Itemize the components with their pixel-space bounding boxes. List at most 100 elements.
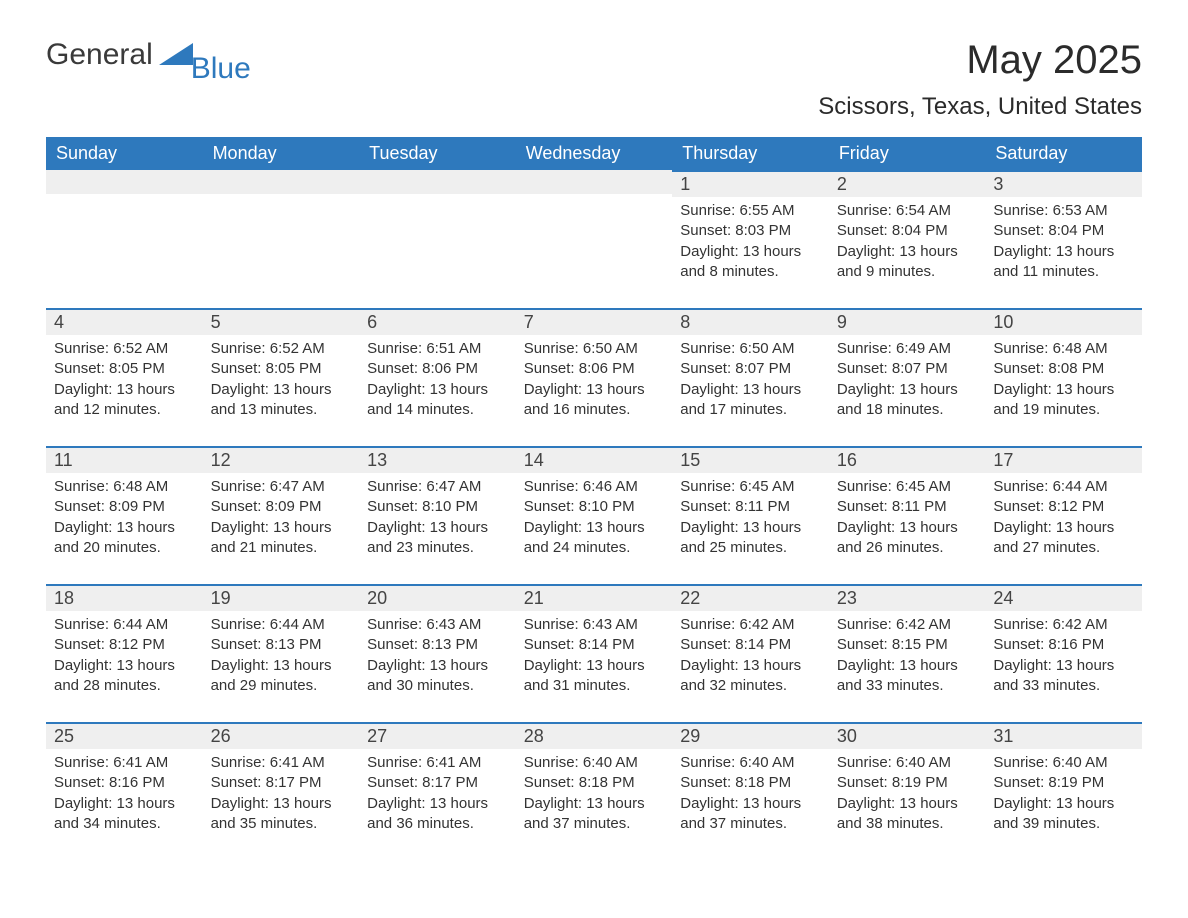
- daylight-text: Daylight: 13 hours and 16 minutes.: [524, 380, 665, 421]
- sunrise-text: Sunrise: 6:41 AM: [54, 753, 195, 773]
- sunset-text: Sunset: 8:06 PM: [367, 359, 508, 379]
- daylight-text: Daylight: 13 hours and 27 minutes.: [993, 518, 1134, 559]
- day-number: 23: [829, 584, 986, 611]
- sunset-text: Sunset: 8:05 PM: [211, 359, 352, 379]
- weekday-header: Monday: [203, 137, 360, 170]
- daylight-text: Daylight: 13 hours and 39 minutes.: [993, 794, 1134, 835]
- calendar-cell: [46, 170, 203, 308]
- day-details: Sunrise: 6:46 AMSunset: 8:10 PMDaylight:…: [516, 473, 673, 558]
- daylight-text: Daylight: 13 hours and 24 minutes.: [524, 518, 665, 559]
- sunset-text: Sunset: 8:18 PM: [680, 773, 821, 793]
- calendar-cell: 3Sunrise: 6:53 AMSunset: 8:04 PMDaylight…: [985, 170, 1142, 308]
- sunrise-text: Sunrise: 6:46 AM: [524, 477, 665, 497]
- logo-word-1: General: [46, 38, 153, 72]
- day-number: 28: [516, 722, 673, 749]
- day-number: 11: [46, 446, 203, 473]
- logo-word-2: Blue: [191, 52, 251, 86]
- day-details: Sunrise: 6:44 AMSunset: 8:13 PMDaylight:…: [203, 611, 360, 696]
- sunset-text: Sunset: 8:11 PM: [680, 497, 821, 517]
- calendar-cell: 28Sunrise: 6:40 AMSunset: 8:18 PMDayligh…: [516, 722, 673, 860]
- logo-triangle-icon: [159, 43, 193, 70]
- sunset-text: Sunset: 8:16 PM: [54, 773, 195, 793]
- day-details: Sunrise: 6:42 AMSunset: 8:16 PMDaylight:…: [985, 611, 1142, 696]
- daylight-text: Daylight: 13 hours and 20 minutes.: [54, 518, 195, 559]
- day-number: 26: [203, 722, 360, 749]
- sunset-text: Sunset: 8:12 PM: [54, 635, 195, 655]
- calendar-cell: 24Sunrise: 6:42 AMSunset: 8:16 PMDayligh…: [985, 584, 1142, 722]
- calendar-cell: 22Sunrise: 6:42 AMSunset: 8:14 PMDayligh…: [672, 584, 829, 722]
- calendar-week-row: 18Sunrise: 6:44 AMSunset: 8:12 PMDayligh…: [46, 584, 1142, 722]
- sunrise-text: Sunrise: 6:50 AM: [524, 339, 665, 359]
- daylight-text: Daylight: 13 hours and 21 minutes.: [211, 518, 352, 559]
- sunrise-text: Sunrise: 6:41 AM: [211, 753, 352, 773]
- sunset-text: Sunset: 8:06 PM: [524, 359, 665, 379]
- sunrise-text: Sunrise: 6:45 AM: [837, 477, 978, 497]
- sunrise-text: Sunrise: 6:43 AM: [367, 615, 508, 635]
- calendar-cell: 12Sunrise: 6:47 AMSunset: 8:09 PMDayligh…: [203, 446, 360, 584]
- sunrise-text: Sunrise: 6:49 AM: [837, 339, 978, 359]
- day-details: Sunrise: 6:51 AMSunset: 8:06 PMDaylight:…: [359, 335, 516, 420]
- calendar-cell: 8Sunrise: 6:50 AMSunset: 8:07 PMDaylight…: [672, 308, 829, 446]
- day-number: 24: [985, 584, 1142, 611]
- day-details: Sunrise: 6:42 AMSunset: 8:15 PMDaylight:…: [829, 611, 986, 696]
- day-number: 5: [203, 308, 360, 335]
- calendar-cell: 1Sunrise: 6:55 AMSunset: 8:03 PMDaylight…: [672, 170, 829, 308]
- sunrise-text: Sunrise: 6:54 AM: [837, 201, 978, 221]
- sunset-text: Sunset: 8:18 PM: [524, 773, 665, 793]
- day-details: Sunrise: 6:50 AMSunset: 8:06 PMDaylight:…: [516, 335, 673, 420]
- sunset-text: Sunset: 8:14 PM: [680, 635, 821, 655]
- day-details: Sunrise: 6:45 AMSunset: 8:11 PMDaylight:…: [829, 473, 986, 558]
- calendar-cell: 4Sunrise: 6:52 AMSunset: 8:05 PMDaylight…: [46, 308, 203, 446]
- sunrise-text: Sunrise: 6:51 AM: [367, 339, 508, 359]
- day-number: 9: [829, 308, 986, 335]
- daylight-text: Daylight: 13 hours and 34 minutes.: [54, 794, 195, 835]
- day-number: 8: [672, 308, 829, 335]
- day-details: Sunrise: 6:55 AMSunset: 8:03 PMDaylight:…: [672, 197, 829, 282]
- weekday-header: Thursday: [672, 137, 829, 170]
- calendar-cell: 14Sunrise: 6:46 AMSunset: 8:10 PMDayligh…: [516, 446, 673, 584]
- daylight-text: Daylight: 13 hours and 25 minutes.: [680, 518, 821, 559]
- sunset-text: Sunset: 8:07 PM: [837, 359, 978, 379]
- day-details: Sunrise: 6:44 AMSunset: 8:12 PMDaylight:…: [985, 473, 1142, 558]
- day-number: 16: [829, 446, 986, 473]
- daylight-text: Daylight: 13 hours and 26 minutes.: [837, 518, 978, 559]
- day-details: Sunrise: 6:52 AMSunset: 8:05 PMDaylight:…: [203, 335, 360, 420]
- sunrise-text: Sunrise: 6:44 AM: [211, 615, 352, 635]
- sunset-text: Sunset: 8:10 PM: [367, 497, 508, 517]
- daylight-text: Daylight: 13 hours and 9 minutes.: [837, 242, 978, 283]
- calendar-cell: 15Sunrise: 6:45 AMSunset: 8:11 PMDayligh…: [672, 446, 829, 584]
- daylight-text: Daylight: 13 hours and 31 minutes.: [524, 656, 665, 697]
- day-details: Sunrise: 6:47 AMSunset: 8:09 PMDaylight:…: [203, 473, 360, 558]
- calendar-cell: 30Sunrise: 6:40 AMSunset: 8:19 PMDayligh…: [829, 722, 986, 860]
- sunrise-text: Sunrise: 6:40 AM: [680, 753, 821, 773]
- weekday-header: Wednesday: [516, 137, 673, 170]
- calendar-cell: 11Sunrise: 6:48 AMSunset: 8:09 PMDayligh…: [46, 446, 203, 584]
- sunset-text: Sunset: 8:07 PM: [680, 359, 821, 379]
- calendar-cell: [516, 170, 673, 308]
- daylight-text: Daylight: 13 hours and 37 minutes.: [680, 794, 821, 835]
- day-details: Sunrise: 6:50 AMSunset: 8:07 PMDaylight:…: [672, 335, 829, 420]
- daylight-text: Daylight: 13 hours and 30 minutes.: [367, 656, 508, 697]
- calendar-week-row: 1Sunrise: 6:55 AMSunset: 8:03 PMDaylight…: [46, 170, 1142, 308]
- sunset-text: Sunset: 8:09 PM: [211, 497, 352, 517]
- sunset-text: Sunset: 8:11 PM: [837, 497, 978, 517]
- day-details: Sunrise: 6:41 AMSunset: 8:17 PMDaylight:…: [203, 749, 360, 834]
- daylight-text: Daylight: 13 hours and 13 minutes.: [211, 380, 352, 421]
- day-number: 20: [359, 584, 516, 611]
- calendar-cell: 21Sunrise: 6:43 AMSunset: 8:14 PMDayligh…: [516, 584, 673, 722]
- sunset-text: Sunset: 8:14 PM: [524, 635, 665, 655]
- daylight-text: Daylight: 13 hours and 8 minutes.: [680, 242, 821, 283]
- day-details: Sunrise: 6:52 AMSunset: 8:05 PMDaylight:…: [46, 335, 203, 420]
- logo: General Blue: [46, 38, 255, 72]
- header: General Blue May 2025 Scissors, Texas, U…: [46, 38, 1142, 121]
- daylight-text: Daylight: 13 hours and 23 minutes.: [367, 518, 508, 559]
- day-details: Sunrise: 6:40 AMSunset: 8:18 PMDaylight:…: [672, 749, 829, 834]
- sunrise-text: Sunrise: 6:44 AM: [993, 477, 1134, 497]
- sunrise-text: Sunrise: 6:48 AM: [54, 477, 195, 497]
- day-number: 21: [516, 584, 673, 611]
- sunset-text: Sunset: 8:03 PM: [680, 221, 821, 241]
- day-details: Sunrise: 6:42 AMSunset: 8:14 PMDaylight:…: [672, 611, 829, 696]
- daylight-text: Daylight: 13 hours and 38 minutes.: [837, 794, 978, 835]
- daylight-text: Daylight: 13 hours and 33 minutes.: [993, 656, 1134, 697]
- sunset-text: Sunset: 8:10 PM: [524, 497, 665, 517]
